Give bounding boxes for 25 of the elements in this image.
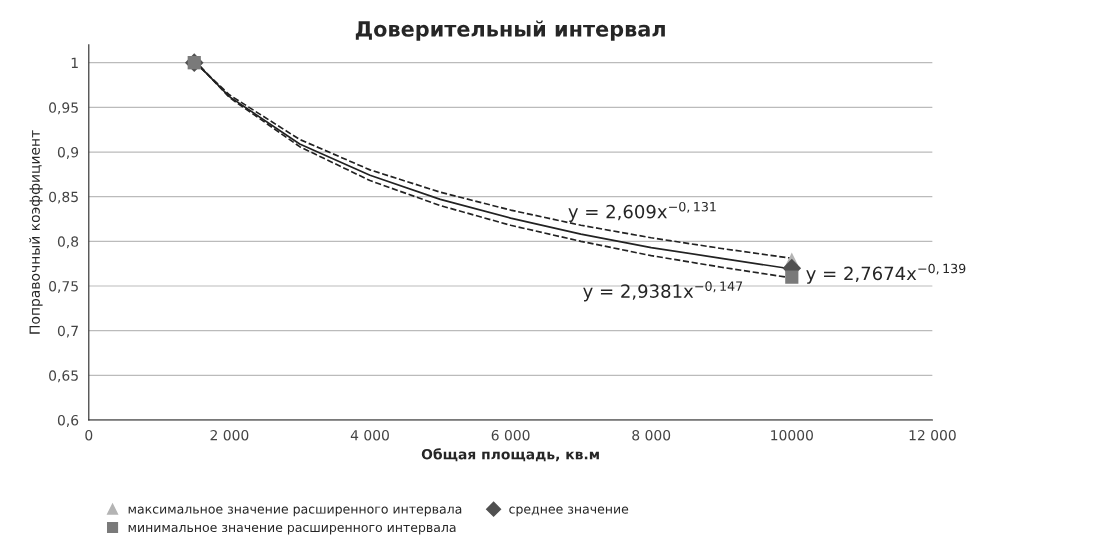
y-tick-label: 0,9 bbox=[57, 146, 79, 159]
annotation: y = 2,609x$^{−0,131}$ bbox=[568, 201, 716, 222]
legend-label: среднее значение bbox=[509, 506, 629, 517]
legend-label: минимальное значение расширенного интервала bbox=[128, 524, 456, 535]
y-axis-title: Поправочный коэффициент bbox=[29, 130, 43, 334]
y-tick-label: 0,85 bbox=[49, 191, 78, 204]
y-tick-label: 0,8 bbox=[57, 236, 79, 249]
annotation: y = 2,7674x$^{−0,139}$ bbox=[806, 263, 966, 284]
y-tick-label: 0,6 bbox=[57, 414, 79, 427]
y-tick-label: 0,7 bbox=[57, 325, 78, 338]
y-tick-label: 0,75 bbox=[49, 280, 78, 293]
x-tick-label: 6 000 bbox=[491, 429, 530, 441]
y-tick-label: 0,65 bbox=[49, 370, 78, 383]
annotation: y = 2,9381x$^{−0,147}$ bbox=[583, 281, 743, 302]
x-tick-label: 0 bbox=[85, 429, 93, 441]
y-tick-label: 0,95 bbox=[49, 102, 78, 115]
legend-label: максимальное значение расширенного интервала bbox=[128, 506, 462, 517]
x-tick-label: 8 000 bbox=[632, 429, 671, 441]
chart-title: Доверительный интервал bbox=[355, 20, 665, 41]
x-tick-label: 12 000 bbox=[909, 429, 956, 441]
y-tick-label: 1 bbox=[71, 57, 78, 68]
x-tick-label: 4 000 bbox=[350, 429, 389, 441]
x-axis-title: Общая площадь, кв.м bbox=[421, 448, 599, 462]
x-tick-label: 2 000 bbox=[210, 429, 249, 441]
x-tick-label: 10000 bbox=[771, 429, 813, 441]
